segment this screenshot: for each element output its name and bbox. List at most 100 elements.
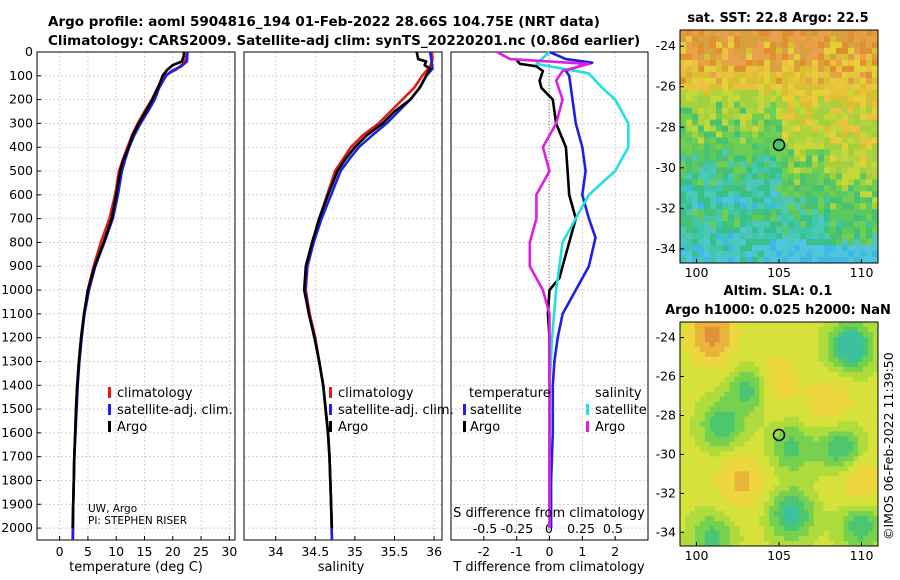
sla-cell bbox=[798, 511, 805, 517]
sst-cell bbox=[734, 143, 741, 150]
sst-cell bbox=[716, 107, 723, 115]
sst-cell bbox=[788, 113, 795, 121]
sla-cell bbox=[714, 521, 721, 527]
sst-cell bbox=[866, 101, 873, 109]
sla-cell bbox=[793, 386, 800, 393]
sla-cell bbox=[694, 396, 701, 403]
sla-cell bbox=[714, 426, 721, 433]
sla-cell bbox=[744, 531, 750, 537]
sst-cell bbox=[686, 245, 693, 252]
sst-cell bbox=[746, 47, 753, 55]
sst-cell bbox=[758, 143, 765, 150]
sst-cell bbox=[728, 239, 735, 246]
sst-cell bbox=[734, 113, 741, 121]
sst-cell bbox=[746, 215, 753, 222]
sst-cell bbox=[698, 77, 705, 85]
sla-cell bbox=[779, 446, 785, 452]
sst-cell bbox=[710, 149, 717, 156]
sla-cell bbox=[853, 431, 859, 437]
sla-cell bbox=[680, 386, 686, 393]
sla-cell bbox=[818, 496, 825, 502]
sla-cell bbox=[724, 431, 730, 437]
sla-cell bbox=[833, 476, 839, 482]
sla-cell bbox=[719, 486, 726, 492]
sst-cell bbox=[710, 233, 717, 240]
sla-cell bbox=[833, 431, 839, 437]
sla-cell bbox=[823, 386, 829, 393]
sla-cell bbox=[853, 441, 859, 447]
sst-cell bbox=[836, 215, 843, 222]
sla-cell bbox=[689, 506, 696, 512]
sla-cell bbox=[734, 436, 740, 442]
sst-cell bbox=[716, 71, 723, 79]
sla-cell bbox=[848, 466, 854, 472]
sla-cell bbox=[709, 341, 716, 348]
sla-cell bbox=[739, 441, 745, 447]
sla-cell bbox=[749, 406, 755, 413]
sla-cell bbox=[868, 401, 874, 408]
sla-cell bbox=[704, 516, 711, 522]
sla-cell bbox=[873, 516, 879, 522]
sla-cell bbox=[808, 356, 815, 363]
sst-cell bbox=[740, 245, 747, 252]
sla-cell bbox=[868, 331, 874, 338]
sst-cell bbox=[722, 119, 729, 127]
salinity-tick-label: 0.5 bbox=[603, 521, 623, 536]
sst-cell bbox=[716, 131, 723, 139]
sla-cell bbox=[769, 476, 775, 482]
sla-cell bbox=[739, 521, 745, 527]
sla-cell bbox=[783, 526, 790, 532]
sla-cell bbox=[818, 426, 825, 433]
sst-cell bbox=[704, 77, 711, 85]
sst-cell bbox=[800, 221, 807, 228]
sst-cell bbox=[758, 119, 765, 127]
sla-cell bbox=[759, 401, 765, 408]
sla-cell bbox=[823, 336, 829, 343]
sst-cell bbox=[716, 101, 723, 109]
sla-cell bbox=[793, 416, 800, 423]
sla-cell bbox=[719, 446, 726, 452]
sla-cell bbox=[779, 511, 785, 517]
sla-cell bbox=[754, 491, 760, 497]
sst-cell bbox=[854, 83, 861, 91]
sla-cell bbox=[694, 436, 701, 442]
sla-cell bbox=[838, 516, 844, 522]
sla-cell bbox=[739, 356, 745, 363]
sla-cell bbox=[843, 521, 849, 527]
sst-cell bbox=[734, 221, 741, 228]
sla-cell bbox=[709, 386, 716, 393]
sla-cell bbox=[818, 476, 825, 482]
sst-cell bbox=[788, 251, 795, 258]
sst-cell bbox=[752, 257, 759, 264]
sst-cell bbox=[788, 95, 795, 103]
sst-cell bbox=[680, 221, 687, 228]
sst-cell bbox=[842, 251, 849, 258]
map-y-tick-label: -32 bbox=[656, 485, 676, 500]
sst-cell bbox=[848, 179, 855, 186]
sst-cell bbox=[800, 59, 807, 67]
sla-cell bbox=[813, 436, 820, 442]
sst-cell bbox=[716, 77, 723, 85]
sla-cell bbox=[694, 346, 701, 353]
sst-cell bbox=[770, 137, 777, 145]
sst-cell bbox=[758, 179, 765, 186]
sst-cell bbox=[716, 173, 723, 180]
sla-cell bbox=[739, 436, 745, 442]
sla-cell bbox=[749, 322, 755, 328]
sla-cell bbox=[719, 481, 726, 487]
sst-cell bbox=[776, 161, 783, 168]
sla-cell bbox=[848, 461, 854, 467]
sla-cell bbox=[739, 341, 745, 348]
sst-cell bbox=[722, 155, 729, 162]
sla-cell bbox=[779, 322, 785, 328]
sst-cell bbox=[848, 119, 855, 127]
sla-cell bbox=[868, 481, 874, 487]
sla-cell bbox=[813, 531, 820, 537]
sla-cell bbox=[843, 381, 849, 388]
sla-cell bbox=[848, 401, 854, 408]
legend-sal-satellite-label: satellite bbox=[595, 403, 647, 418]
sst-cell bbox=[746, 41, 753, 49]
sla-cell bbox=[699, 476, 706, 482]
sla-cell bbox=[823, 326, 829, 333]
sla-cell bbox=[848, 326, 854, 333]
